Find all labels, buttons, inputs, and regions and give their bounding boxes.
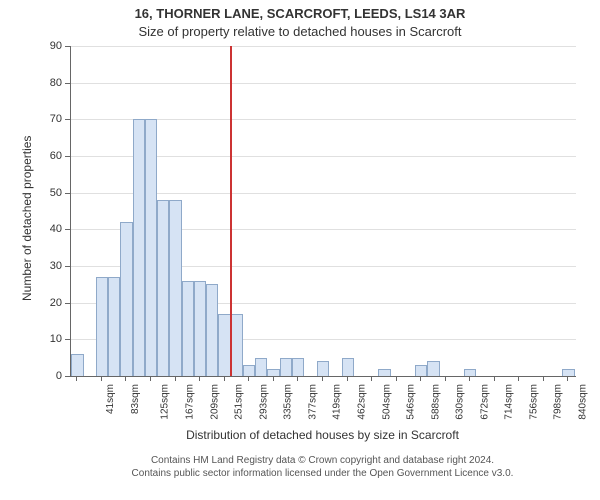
histogram-bar — [145, 119, 157, 376]
xtick-mark — [322, 376, 323, 381]
histogram-bar — [182, 281, 194, 376]
property-marker-line — [230, 46, 232, 376]
chart-title-line1: 16, THORNER LANE, SCARCROFT, LEEDS, LS14… — [0, 6, 600, 21]
xtick-label: 41sqm — [105, 384, 116, 414]
gridline — [71, 46, 576, 47]
histogram-bar — [194, 281, 206, 376]
plot-area — [70, 46, 576, 377]
histogram-bar — [71, 354, 83, 376]
xtick-label: 546sqm — [406, 384, 417, 420]
xtick-label: 83sqm — [130, 384, 141, 414]
ytick-label: 60 — [40, 150, 62, 162]
xtick-label: 840sqm — [577, 384, 588, 420]
ytick-label: 30 — [40, 260, 62, 272]
histogram-bar — [342, 358, 354, 376]
xtick-mark — [445, 376, 446, 381]
histogram-bar — [427, 361, 439, 376]
x-axis-label: Distribution of detached houses by size … — [70, 428, 575, 442]
xtick-label: 419sqm — [332, 384, 343, 420]
ytick-mark — [65, 339, 70, 340]
xtick-label: 756sqm — [528, 384, 539, 420]
xtick-label: 377sqm — [307, 384, 318, 420]
xtick-mark — [125, 376, 126, 381]
xtick-mark — [248, 376, 249, 381]
xtick-mark — [199, 376, 200, 381]
histogram-bar — [108, 277, 120, 376]
histogram-bar — [267, 369, 279, 376]
histogram-bar — [255, 358, 267, 376]
ytick-mark — [65, 83, 70, 84]
histogram-bar — [317, 361, 329, 376]
histogram-bar — [280, 358, 292, 376]
xtick-mark — [273, 376, 274, 381]
histogram-bar — [378, 369, 390, 376]
ytick-mark — [65, 229, 70, 230]
histogram-bar — [415, 365, 427, 376]
xtick-mark — [371, 376, 372, 381]
histogram-bar — [292, 358, 304, 376]
xtick-label: 798sqm — [553, 384, 564, 420]
histogram-bar — [243, 365, 255, 376]
xtick-label: 335sqm — [283, 384, 294, 420]
xtick-label: 125sqm — [160, 384, 171, 420]
y-axis-label: Number of detached properties — [20, 136, 34, 301]
gridline — [71, 83, 576, 84]
xtick-mark — [224, 376, 225, 381]
xtick-mark — [469, 376, 470, 381]
xtick-label: 209sqm — [209, 384, 220, 420]
ytick-label: 90 — [40, 40, 62, 52]
ytick-label: 20 — [40, 297, 62, 309]
xtick-label: 293sqm — [258, 384, 269, 420]
ytick-label: 80 — [40, 77, 62, 89]
ytick-mark — [65, 156, 70, 157]
histogram-bar — [96, 277, 108, 376]
histogram-bar — [464, 369, 476, 376]
histogram-bar — [133, 119, 145, 376]
xtick-mark — [518, 376, 519, 381]
xtick-label: 630sqm — [455, 384, 466, 420]
xtick-mark — [347, 376, 348, 381]
ytick-mark — [65, 266, 70, 267]
ytick-label: 0 — [40, 370, 62, 382]
histogram-bar — [169, 200, 181, 376]
xtick-label: 588sqm — [430, 384, 441, 420]
footer-line1: Contains HM Land Registry data © Crown c… — [70, 454, 575, 467]
ytick-mark — [65, 303, 70, 304]
ytick-label: 70 — [40, 113, 62, 125]
ytick-mark — [65, 376, 70, 377]
xtick-label: 251sqm — [234, 384, 245, 420]
ytick-label: 50 — [40, 187, 62, 199]
histogram-bar — [562, 369, 574, 376]
xtick-mark — [420, 376, 421, 381]
footer-attribution: Contains HM Land Registry data © Crown c… — [70, 454, 575, 480]
xtick-label: 714sqm — [504, 384, 515, 420]
xtick-mark — [494, 376, 495, 381]
histogram-bar — [157, 200, 169, 376]
histogram-bar — [120, 222, 132, 376]
xtick-mark — [150, 376, 151, 381]
xtick-label: 504sqm — [381, 384, 392, 420]
histogram-bar — [206, 284, 218, 376]
xtick-mark — [76, 376, 77, 381]
ytick-label: 10 — [40, 333, 62, 345]
xtick-label: 672sqm — [479, 384, 490, 420]
ytick-mark — [65, 119, 70, 120]
xtick-mark — [175, 376, 176, 381]
ytick-mark — [65, 46, 70, 47]
chart-title-line2: Size of property relative to detached ho… — [0, 24, 600, 39]
ytick-mark — [65, 193, 70, 194]
xtick-mark — [297, 376, 298, 381]
xtick-mark — [543, 376, 544, 381]
ytick-label: 40 — [40, 223, 62, 235]
histogram-bar — [231, 314, 243, 376]
xtick-label: 462sqm — [357, 384, 368, 420]
xtick-mark — [396, 376, 397, 381]
xtick-mark — [567, 376, 568, 381]
xtick-mark — [101, 376, 102, 381]
xtick-label: 167sqm — [185, 384, 196, 420]
footer-line2: Contains public sector information licen… — [70, 467, 575, 480]
